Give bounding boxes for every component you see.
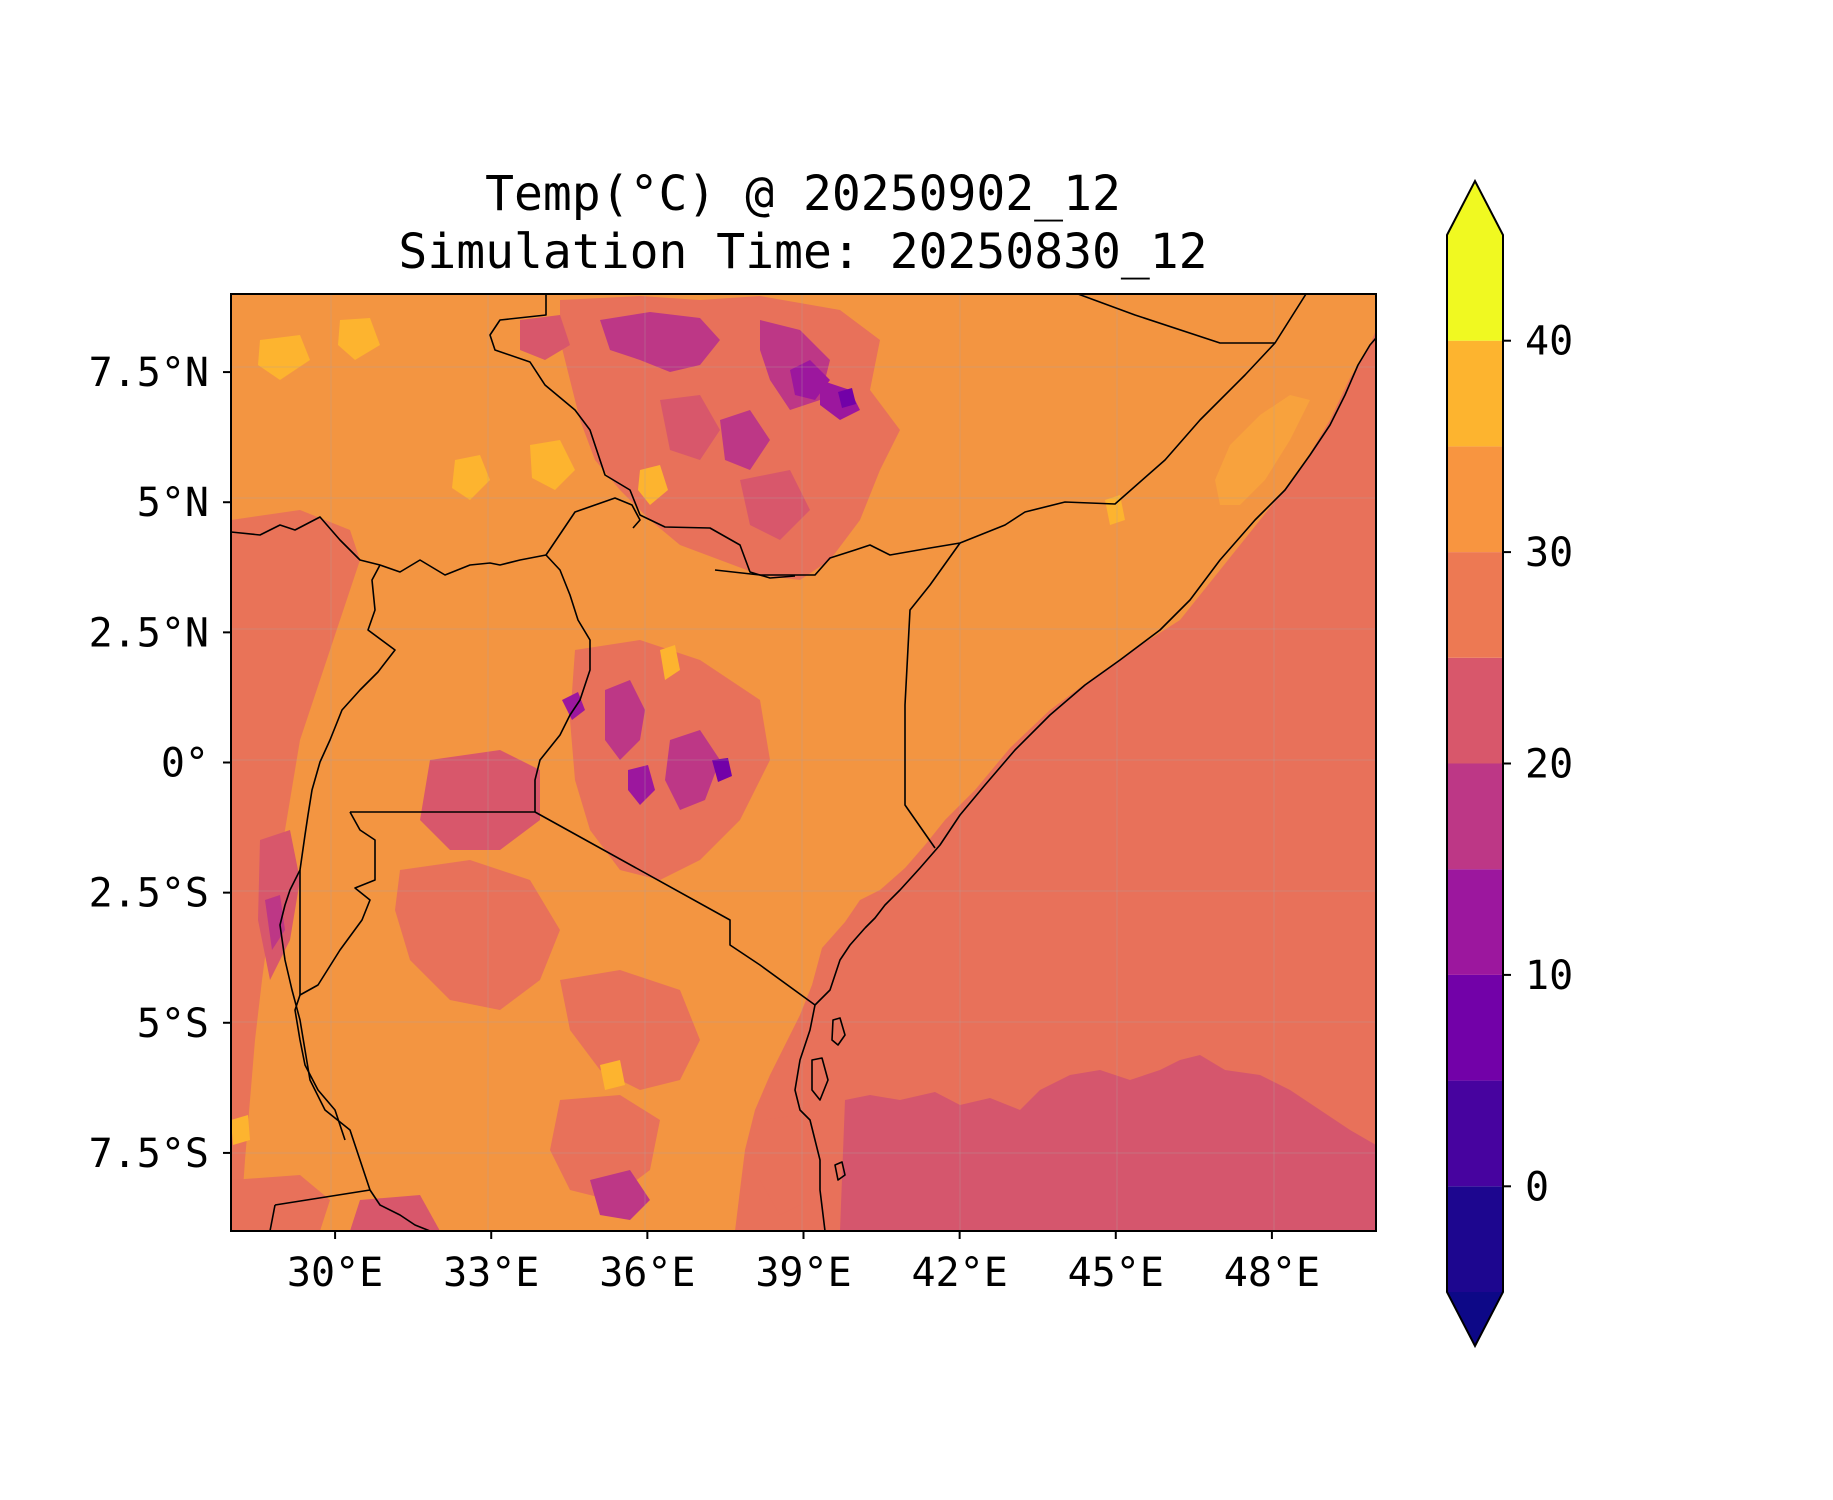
- lake-tanganyika-shore: [294, 994, 346, 1141]
- x-tick-label: 39°E: [755, 1250, 851, 1296]
- colorbar-extend-max: [1447, 181, 1503, 235]
- colorbar-tick-label: 10: [1525, 953, 1573, 999]
- map-panel: [231, 294, 1376, 1231]
- y-tick-label: 7.5°N: [89, 350, 209, 396]
- colorbar-outline: [1446, 178, 1504, 1349]
- border-kenya-tanzania: [534, 811, 816, 1006]
- border-drc-tanzania: [279, 869, 431, 1231]
- y-axis-ticks: 7.5°N 5°N 2.5°N 0° 2.5°S 5°S 7.5°S: [89, 350, 231, 1177]
- colorbar-ticks: 0 10 20 30 40: [1503, 319, 1573, 1210]
- border-southsudan-kenya: [545, 497, 641, 556]
- colorbar-extend-min: [1447, 1292, 1503, 1346]
- border-southsudan-uganda: [231, 516, 547, 576]
- border-zambia-drc: [269, 1204, 276, 1231]
- map-title-line1: Temp(°C) @ 20250902_12: [485, 166, 1121, 222]
- y-tick-label: 5°S: [137, 1001, 209, 1047]
- ocean-cool-band: [840, 1055, 1376, 1231]
- west-salmon-region: [231, 510, 360, 1231]
- colorbar: [1446, 178, 1504, 1349]
- highland-patches: [231, 296, 900, 1231]
- colorbar-segment: [1447, 657, 1503, 764]
- border-sudan-ethiopia: [489, 294, 796, 579]
- border-uganda-drc: [299, 564, 396, 871]
- indian-ocean: [735, 330, 1376, 1231]
- colorbar-segment: [1447, 1080, 1503, 1187]
- borders-coastlines: [231, 294, 1376, 1231]
- y-tick-label: 0°: [161, 741, 209, 787]
- y-tick-label: 2.5°N: [89, 610, 209, 656]
- somali-coastal-strip: [1215, 395, 1310, 505]
- x-axis-ticks: 30°E 33°E 36°E 39°E 42°E 45°E 48°E: [287, 1231, 1320, 1296]
- colorbar-tick-label: 20: [1525, 742, 1573, 788]
- colorbar-tick-label: 30: [1525, 530, 1573, 576]
- x-tick-label: 48°E: [1224, 1250, 1320, 1296]
- x-tick-label: 36°E: [599, 1250, 695, 1296]
- border-kenya-somalia: [904, 542, 961, 849]
- colorbar-segment: [1447, 446, 1503, 553]
- pemba-island: [831, 1017, 846, 1046]
- y-tick-label: 5°N: [137, 480, 209, 526]
- border-tanzania-zambia: [274, 1189, 371, 1206]
- colorbar-segment: [1447, 974, 1503, 1081]
- colorbar-segment: [1447, 763, 1503, 870]
- y-tick-label: 2.5°S: [89, 871, 209, 917]
- colorbar-segment: [1447, 552, 1503, 658]
- y-tick-label: 7.5°S: [89, 1131, 209, 1177]
- colorbar-tick-label: 0: [1525, 1164, 1549, 1210]
- hot-patches: [231, 318, 1125, 1145]
- zanzibar-island: [811, 1057, 829, 1101]
- x-tick-label: 45°E: [1068, 1250, 1164, 1296]
- mafia-island: [834, 1161, 846, 1181]
- border-rwanda-burundi: [299, 811, 376, 996]
- map-title-line2: Simulation Time: 20250830_12: [398, 224, 1207, 280]
- x-tick-label: 30°E: [287, 1250, 383, 1296]
- gridlines: [231, 294, 1376, 1231]
- x-tick-label: 33°E: [443, 1250, 539, 1296]
- coastline-somalia: [864, 337, 1376, 929]
- colorbar-segment: [1447, 235, 1503, 341]
- x-tick-label: 42°E: [911, 1250, 1007, 1296]
- colorbar-segment: [1447, 340, 1503, 447]
- colorbar-segment: [1447, 869, 1503, 975]
- coastline-tanzania: [794, 927, 866, 1231]
- border-ethiopia-top: [1077, 294, 1275, 344]
- border-uganda-kenya: [534, 554, 591, 812]
- border-ethiopia-somalia: [714, 294, 1307, 576]
- colorbar-tick-label: 40: [1525, 319, 1573, 365]
- colorbar-segment: [1447, 1186, 1503, 1292]
